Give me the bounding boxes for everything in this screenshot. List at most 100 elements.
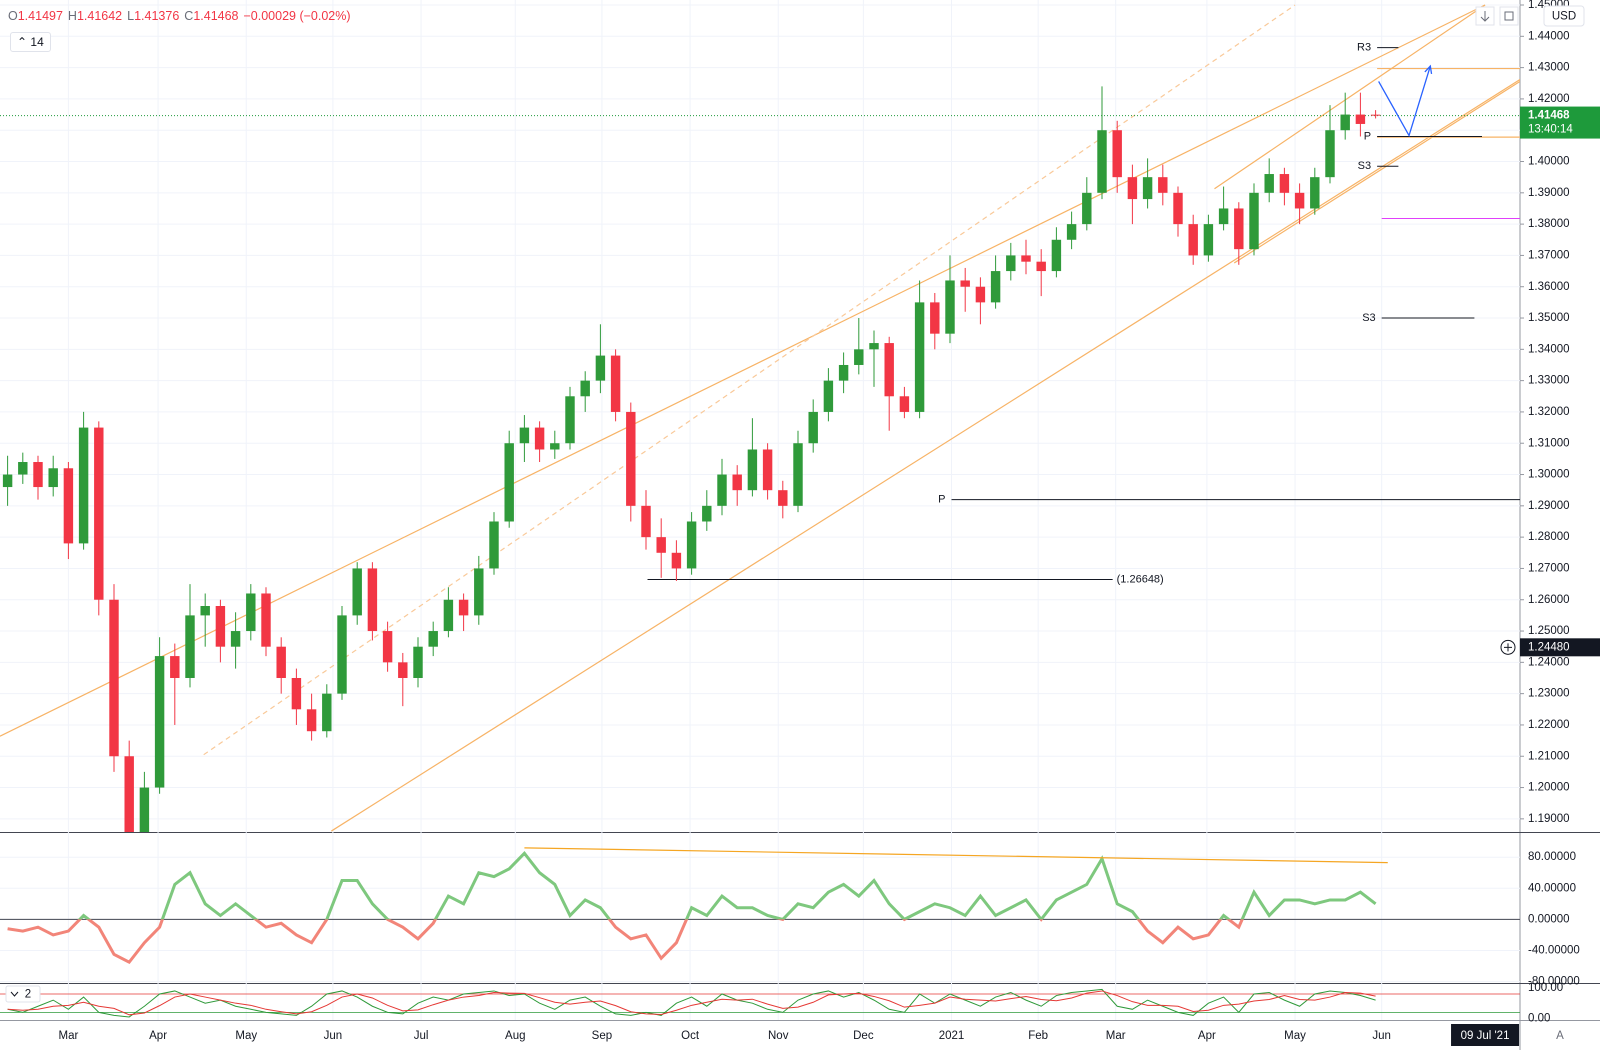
x-tick-label: Jun [1372,1030,1391,1042]
candle-body [1370,114,1381,116]
candle-body [1066,224,1077,240]
candle-body [595,355,606,381]
trendline [1214,4,1486,190]
x-tick-label: 2021 [939,1030,965,1042]
candle-body [94,427,104,600]
y-tick-label: 1.38000 [1528,218,1570,230]
trendline [1233,80,1520,264]
y-tick-label: 1.22000 [1528,719,1570,731]
indicator-label: 14 [30,35,44,49]
osc-line-up [77,851,1377,920]
candle-body [686,521,697,569]
candle-body [1021,255,1031,262]
candle-body [124,756,134,832]
y-tick-label: 1.19000 [1528,813,1570,825]
candle-body [504,443,514,522]
currency: USD [1552,11,1576,23]
y-tick-label: 1.39000 [1528,187,1570,199]
candle-body [367,568,378,632]
ohlc-value: 1.41642 [76,9,123,23]
y-tick-label: 1.36000 [1528,281,1570,293]
candle-body [1234,208,1244,250]
candle-body [1325,130,1335,178]
candle-body [671,552,682,569]
y-tick-label: 1.20000 [1528,782,1570,794]
candle-body [1082,192,1092,225]
plus-icon [1504,643,1512,652]
candle-body [930,302,940,334]
y-tick-label: 1.34000 [1528,343,1570,355]
candle-body [291,677,302,710]
candle-body [185,615,195,678]
x-tick-label: Apr [149,1030,167,1042]
candle-body [2,474,13,488]
candle-body [580,380,590,397]
candle-body [413,646,423,678]
auto-scale-button[interactable]: A [1556,1030,1564,1042]
sto-badge[interactable] [5,985,41,1003]
candle-body [884,343,894,397]
candle-body [534,427,545,450]
candle-body [1112,130,1122,178]
candle-body [352,568,362,616]
candle-body [1264,174,1274,193]
y-tick-label: 1.23000 [1528,688,1570,700]
crosshair-price-tag [1520,638,1600,657]
arrow-head [1424,64,1433,75]
sto-tick-label: 0.00 [1528,1013,1550,1025]
sto-tick-label: 100.00 [1528,982,1563,994]
crosshair-price: 1.24480 [1528,641,1570,653]
last-price: 1.41468 [1528,110,1570,122]
ohlc-value: 1.41497 [17,9,63,23]
trendline [331,78,1520,832]
settings-button[interactable] [1499,6,1519,26]
currency-button[interactable] [1543,5,1585,27]
y-tick-label: 1.26000 [1528,594,1570,606]
level-label: S3 [1358,160,1371,172]
y-tick-label: 1.37000 [1528,249,1570,261]
x-tick-label: Dec [853,1030,874,1042]
candle-body [1051,239,1062,272]
x-tick-label: Oct [681,1030,700,1042]
level-label: (1.26648) [1117,573,1164,585]
candle-body [139,787,150,832]
candle-body [945,280,955,334]
candle-body [1294,192,1305,209]
x-tick-label: Jul [414,1030,429,1042]
x-tick-label: May [1284,1030,1306,1042]
y-tick-label: 1.24000 [1528,656,1570,668]
y-tick-label: 1.33000 [1528,375,1570,387]
ohlc-key: H [67,9,77,23]
ohlc-value: 1.41376 [134,9,180,23]
candle-body [1188,224,1198,256]
candle-body [63,468,74,544]
candle-body [200,606,210,616]
osc-tick-label: 80.00000 [1528,851,1576,863]
y-tick-label: 1.43000 [1528,62,1570,74]
last-price-tag [1520,106,1600,139]
osc-tick-label: 0.00000 [1528,913,1570,925]
indicator-badge[interactable]: ⌃ 14 [10,32,51,52]
candle-body [1142,177,1153,200]
y-tick-label: 1.42000 [1528,93,1570,105]
candle-body [854,349,864,365]
toolbar-icons: USD [1475,5,1585,27]
candle-body [914,302,925,412]
osc-tick-label: -40.00000 [1528,945,1580,957]
candle-body [732,474,742,491]
trendline [203,4,1296,756]
y-tick-label: 1.25000 [1528,625,1570,637]
forecast-arrow [1378,65,1431,138]
ohlc-key: L [127,9,135,23]
sto-line [7,988,1376,1018]
chevron-icon [10,991,19,997]
x-tick-label: Feb [1028,1030,1048,1042]
candle-body [656,537,666,553]
y-tick-label: 1.32000 [1528,406,1570,418]
candle-body [519,427,530,444]
candle-body [458,599,469,616]
candle-body [990,271,1001,303]
candle-body [1006,255,1016,272]
candle-body [48,468,58,488]
